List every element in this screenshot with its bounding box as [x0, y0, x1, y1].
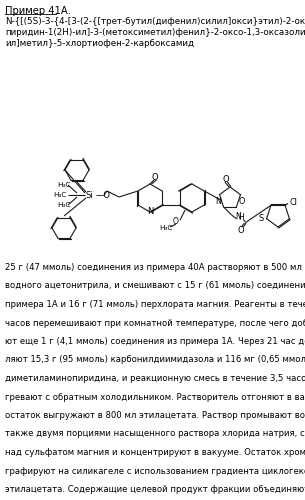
Text: над сульфатом магния и концентрируют в вакууме. Остаток хромато-: над сульфатом магния и концентрируют в в…: [5, 448, 305, 457]
Text: 25 г (47 ммоль) соединения из примера 40А растворяют в 500 мл без-: 25 г (47 ммоль) соединения из примера 40…: [5, 263, 305, 272]
Text: примера 1А и 16 г (71 ммоль) перхлората магния. Реагенты в течение 5: примера 1А и 16 г (71 ммоль) перхлората …: [5, 300, 305, 309]
Text: H₃C: H₃C: [159, 225, 173, 231]
Text: часов перемешивают при комнатной температуре, после чего добавля-: часов перемешивают при комнатной темпера…: [5, 318, 305, 328]
Text: Cl: Cl: [289, 198, 297, 207]
Text: O: O: [237, 226, 244, 235]
Text: гревают с обратным холодильником. Растворитель отгоняют в вакууме,: гревают с обратным холодильником. Раство…: [5, 392, 305, 402]
Text: этилацетата. Содержащие целевой продукт фракции объединяют и кон-: этилацетата. Содержащие целевой продукт …: [5, 485, 305, 494]
Text: N: N: [216, 197, 221, 206]
Text: водного ацетонитрила, и смешивают с 15 г (61 ммоль) соединения из: водного ацетонитрила, и смешивают с 15 г…: [5, 282, 305, 290]
Text: O: O: [238, 197, 245, 206]
Text: O: O: [173, 216, 179, 226]
Text: диметиламинопиридина, и реакционную смесь в течение 3,5 часов на-: диметиламинопиридина, и реакционную смес…: [5, 374, 305, 383]
Text: H₃C: H₃C: [57, 202, 70, 208]
Text: H: H: [239, 214, 244, 222]
Text: пиридин-1(2Н)-ил]-3-(метоксиметил)фенил}-2-оксо-1,3-оксазолидин-5-: пиридин-1(2Н)-ил]-3-(метоксиметил)фенил}…: [5, 28, 305, 37]
Text: O: O: [223, 174, 229, 184]
Text: ют еще 1 г (4,1 ммоль) соединения из примера 1А. Через 21 час добав-: ют еще 1 г (4,1 ммоль) соединения из при…: [5, 337, 305, 346]
Text: —O: —O: [96, 190, 111, 200]
Text: ил]метил}-5-хлортиофен-2-карбоксамид: ил]метил}-5-хлортиофен-2-карбоксамид: [5, 39, 194, 48]
Text: N-{[(5S)-3-{4-[3-(2-{[трет-бутил(дифенил)силил]окси}этил)-2-оксо-: N-{[(5S)-3-{4-[3-(2-{[трет-бутил(дифенил…: [5, 17, 305, 26]
Text: O: O: [152, 172, 158, 182]
Text: остаток выгружают в 800 мл этилацетата. Раствор промывают водой, а: остаток выгружают в 800 мл этилацетата. …: [5, 411, 305, 420]
Text: S: S: [258, 214, 264, 223]
Text: Пример 41А.: Пример 41А.: [5, 6, 71, 16]
Text: N: N: [147, 208, 153, 216]
Text: ляют 15,3 г (95 ммоль) карбонилдиимидазола и 116 мг (0,65 ммоль) 4-: ляют 15,3 г (95 ммоль) карбонилдиимидазо…: [5, 356, 305, 364]
Text: Si: Si: [85, 190, 93, 200]
Text: графируют на силикагеле с использованием градиента циклогексана и: графируют на силикагеле с использованием…: [5, 466, 305, 475]
Text: также двумя порциями насыщенного раствора хлорида натрия, сушат: также двумя порциями насыщенного раствор…: [5, 430, 305, 438]
Text: N: N: [235, 212, 241, 222]
Text: H₃C: H₃C: [57, 182, 70, 188]
Text: H₃C: H₃C: [53, 192, 66, 198]
